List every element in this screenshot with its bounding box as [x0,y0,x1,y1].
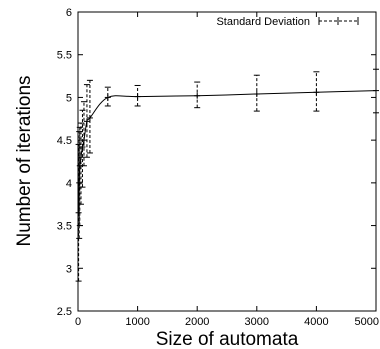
data-point [83,118,90,125]
y-tick-label: 5.5 [57,50,72,62]
data-point [76,179,83,186]
data-point [313,89,320,96]
y-tick-label: 4 [66,178,72,190]
error-bar [76,126,83,227]
data-point [77,154,84,161]
series-line [78,90,377,213]
y-axis-label: Number of iterations [14,75,35,246]
data-point [373,87,379,94]
data-point [194,92,201,99]
data-point [86,114,93,121]
x-tick-label: 5000 [355,316,379,328]
error-bar [79,109,86,188]
y-tick-label: 3 [66,263,72,275]
data-point [80,137,87,144]
y-axis-ticks: 2.5 3 3.5 4 4.5 5 5.5 6 [57,7,376,318]
x-tick-label: 2000 [185,316,209,328]
data-point [75,209,82,216]
y-tick-label: 4.5 [57,135,72,147]
y-tick-label: 2.5 [57,306,72,318]
x-tick-label: 0 [75,316,81,328]
data-point [253,91,260,98]
data-point [79,143,86,150]
data-point [104,94,111,101]
error-bar [75,143,82,282]
error-bar [80,101,87,167]
x-axis-label: Size of automata [156,329,299,349]
data-point [76,162,83,169]
x-tick-label: 1000 [125,316,149,328]
x-tick-label: 3000 [245,316,269,328]
error-bars [75,68,379,282]
legend-label: Standard Deviation [216,16,310,28]
y-tick-label: 5 [66,92,72,104]
error-bar [313,71,320,112]
data-point [134,93,141,100]
plot-frame [77,11,377,312]
y-tick-label: 6 [66,7,72,19]
legend: Standard Deviation [216,16,359,28]
error-bar [104,86,111,107]
y-tick-label: 3.5 [57,221,72,233]
x-axis-ticks: 0 1000 2000 3000 4000 5000 [75,12,379,328]
x-tick-label: 4000 [304,316,328,328]
data-points [75,87,379,216]
